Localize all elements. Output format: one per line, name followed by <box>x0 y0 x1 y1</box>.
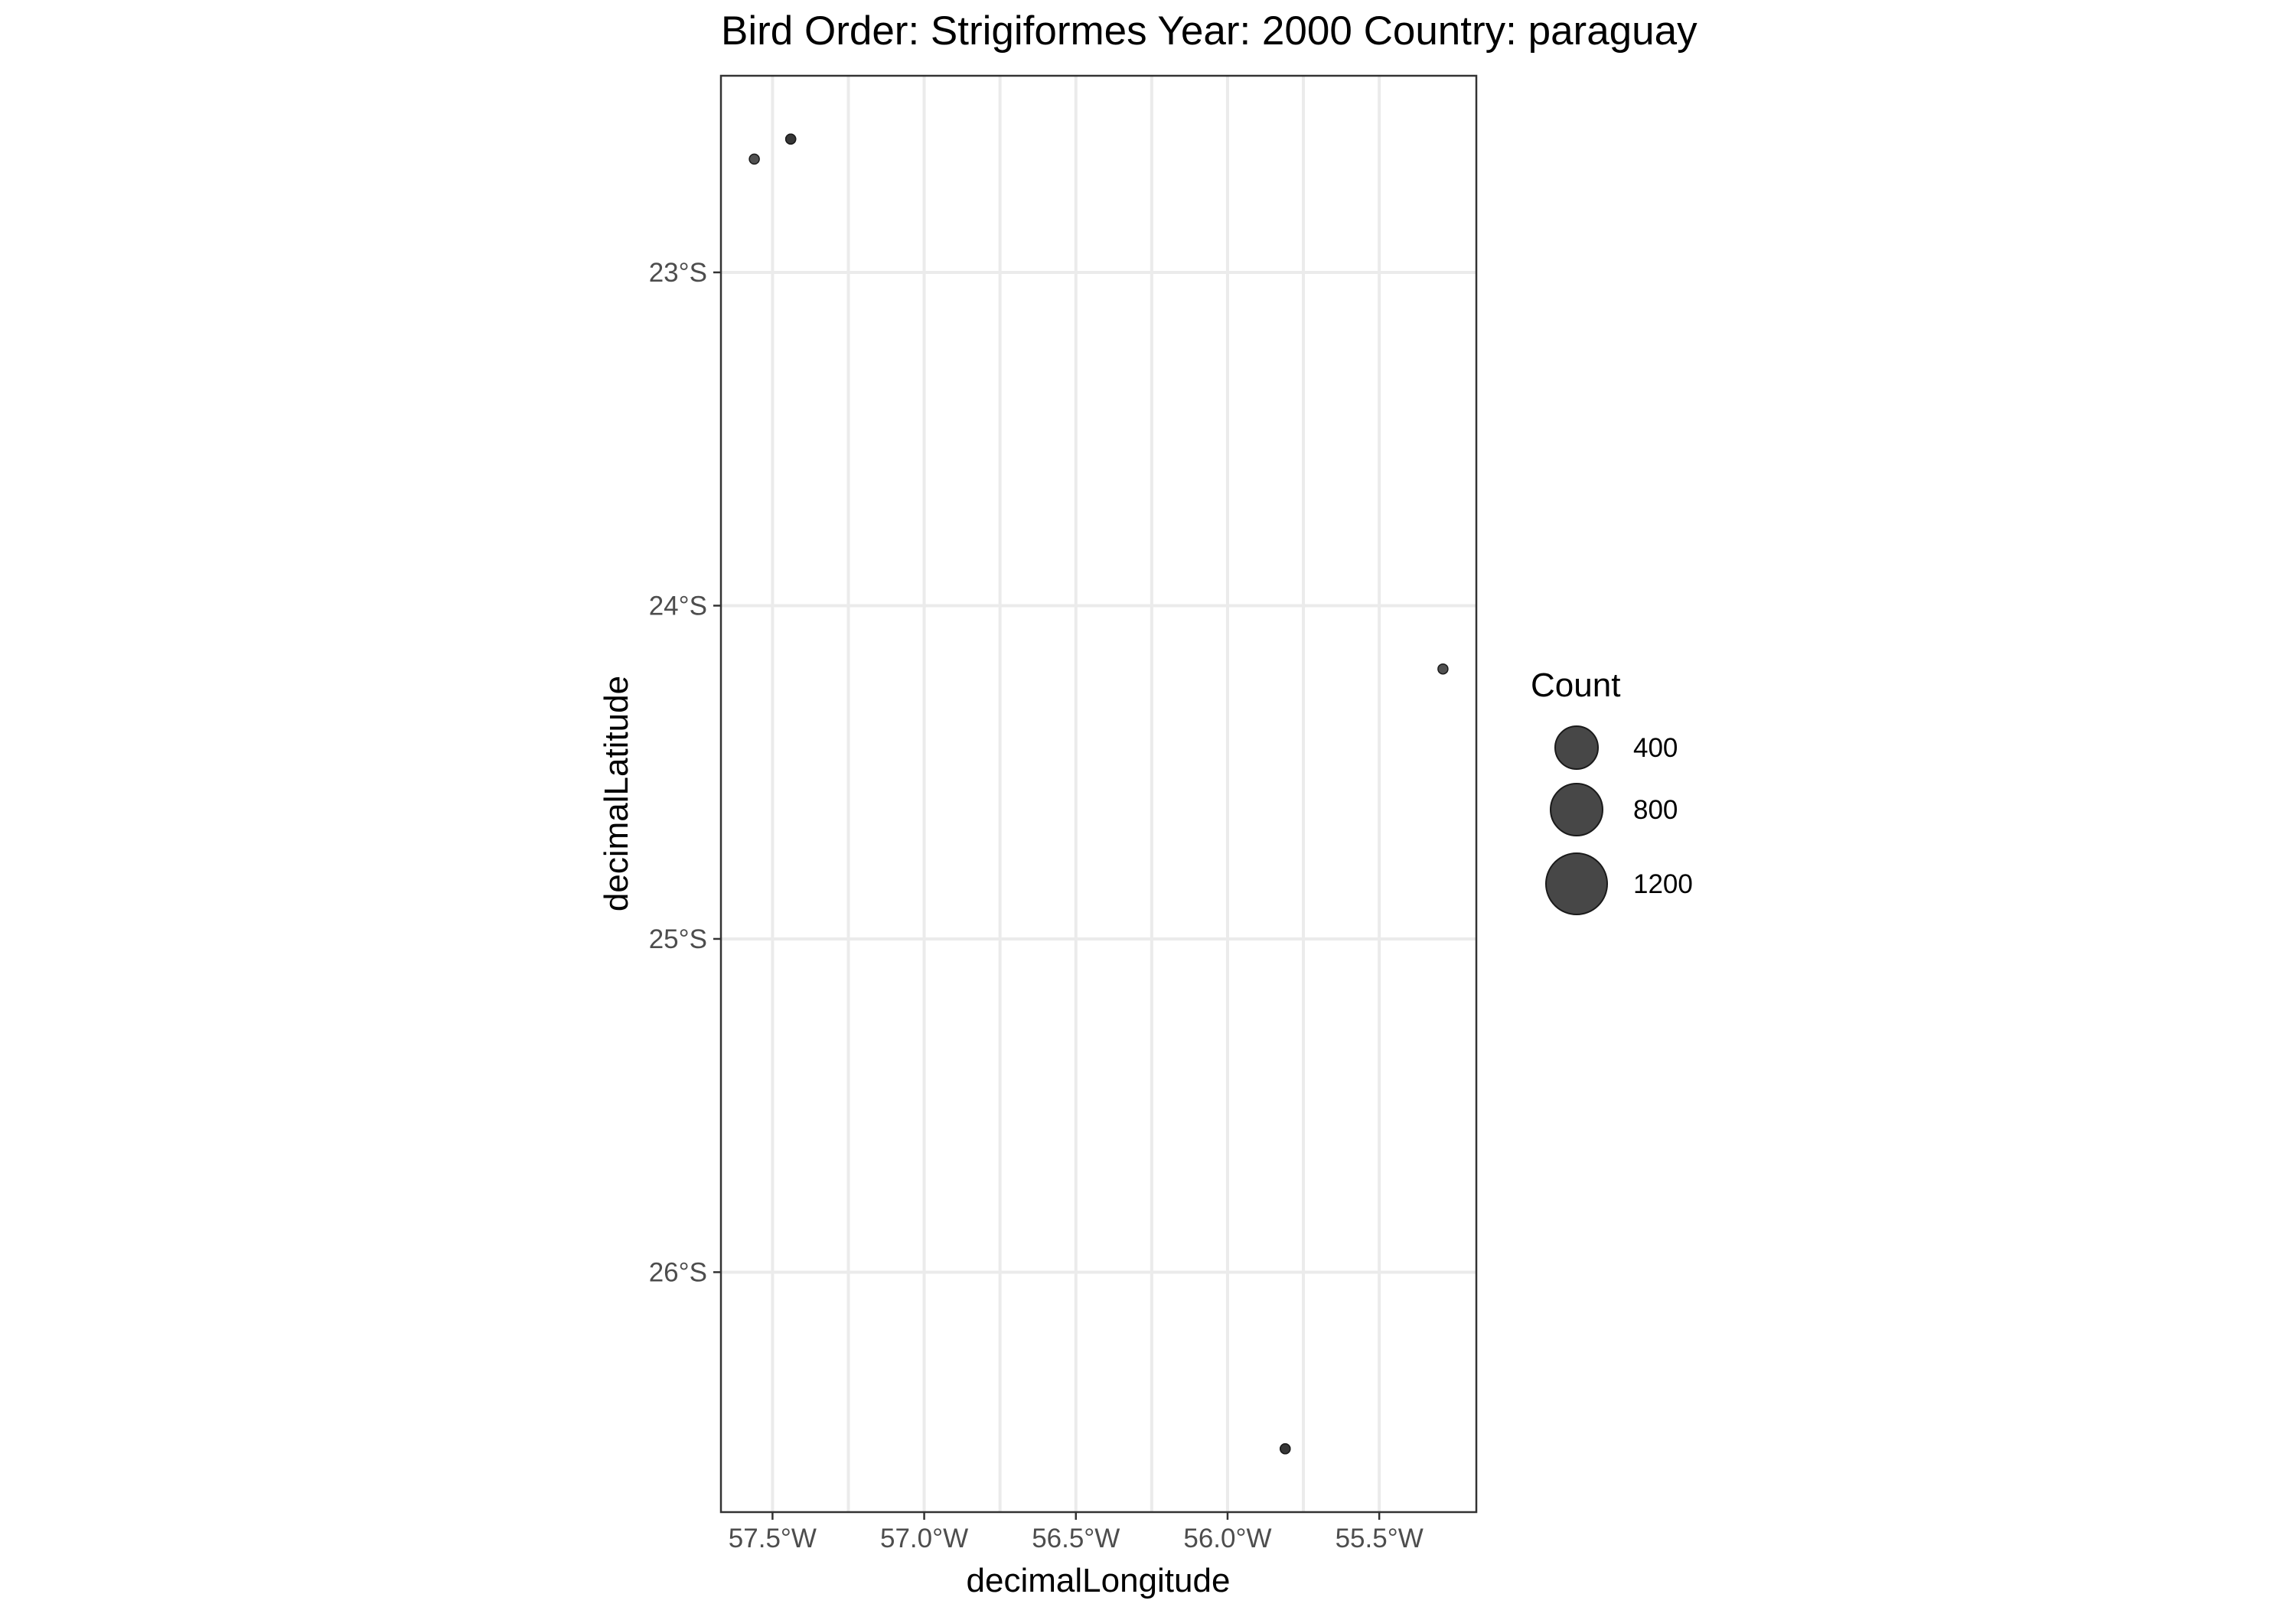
legend-label: 1200 <box>1633 869 1693 899</box>
y-tick-label: 23°S <box>649 258 707 288</box>
x-axis-title: decimalLongitude <box>967 1562 1231 1599</box>
data-point <box>748 153 760 165</box>
x-axis-ticks: 57.5°W 57.0°W 56.5°W 56.0°W 55.5°W <box>729 1512 1424 1553</box>
chart-title: Bird Order: Strigiformes Year: 2000 Coun… <box>721 8 1698 54</box>
y-axis-title: decimalLatitude <box>598 676 635 911</box>
legend-label: 800 <box>1633 795 1678 825</box>
y-axis-ticks: 23°S 24°S 25°S 26°S <box>649 258 721 1287</box>
x-tick-label: 56.5°W <box>1032 1524 1120 1553</box>
x-tick-label: 57.5°W <box>729 1524 817 1553</box>
grid-lines <box>721 76 1476 1512</box>
x-tick-label: 55.5°W <box>1336 1524 1424 1553</box>
legend-label: 400 <box>1633 733 1678 763</box>
y-tick-label: 25°S <box>649 924 707 954</box>
legend-title: Count <box>1531 667 1620 704</box>
x-tick-label: 57.0°W <box>880 1524 968 1553</box>
legend-key-circle <box>1550 783 1603 836</box>
data-point <box>1437 663 1449 675</box>
legend-entries: 400 800 1200 <box>1545 725 1693 915</box>
legend-key-circle <box>1545 852 1608 915</box>
legend: Count 400 800 1200 <box>1531 667 1693 915</box>
plot-panel-border <box>719 74 1478 1514</box>
legend-key-circle <box>1554 725 1599 770</box>
y-tick-label: 26°S <box>649 1257 707 1287</box>
data-point <box>784 133 797 145</box>
y-tick-label: 24°S <box>649 591 707 621</box>
x-tick-label: 56.0°W <box>1183 1524 1271 1553</box>
data-point <box>1280 1443 1291 1455</box>
data-points <box>748 133 1449 1455</box>
